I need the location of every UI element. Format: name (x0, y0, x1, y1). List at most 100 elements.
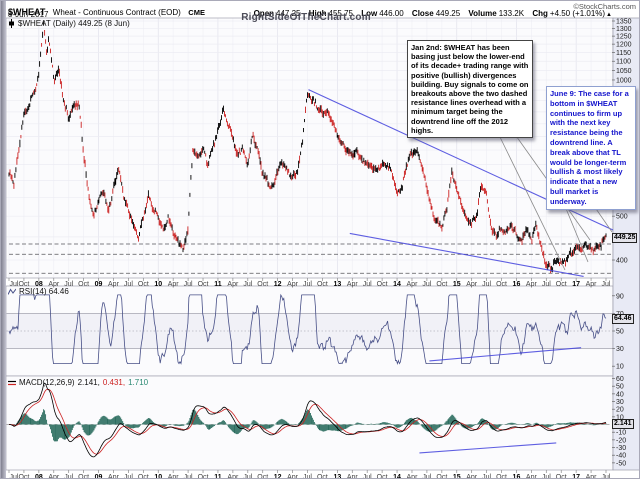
svg-text:Jul: Jul (363, 474, 372, 479)
svg-text:15: 15 (453, 281, 461, 288)
svg-text:14: 14 (393, 281, 401, 288)
open-value: 447.25 (276, 9, 301, 18)
svg-text:Oct: Oct (556, 474, 567, 479)
svg-text:Apr: Apr (586, 474, 598, 479)
svg-text:20: 20 (616, 407, 624, 414)
svg-text:Apr: Apr (287, 474, 299, 479)
svg-text:15: 15 (453, 474, 461, 479)
svg-text:Jul: Jul (482, 281, 491, 288)
svg-text:1100: 1100 (616, 59, 631, 66)
macd-signal-line (9, 389, 607, 455)
svg-text:Oct: Oct (377, 474, 388, 479)
svg-text:Jul: Jul (64, 281, 73, 288)
quote-date: 8-Jun-2017 (8, 10, 49, 19)
macd-legend: MACD(12,26,9) 2.141, 0.431, 1.710 (8, 378, 148, 387)
exchange: CME (188, 8, 205, 17)
svg-text:-50: -50 (616, 460, 626, 467)
macd-tag: 2.141 (612, 418, 634, 429)
chg-label: Chg (532, 9, 548, 18)
svg-text:Jul: Jul (542, 474, 551, 479)
svg-text:Jul: Jul (64, 474, 73, 479)
svg-text:Apr: Apr (227, 281, 239, 288)
svg-text:Oct: Oct (18, 474, 29, 479)
svg-text:Oct: Oct (138, 281, 149, 288)
svg-text:Oct: Oct (198, 474, 209, 479)
macd-lines-icon (8, 380, 16, 385)
svg-text:Jul: Jul (363, 281, 372, 288)
svg-text:13: 13 (333, 474, 341, 479)
svg-text:Apr: Apr (347, 281, 359, 288)
high-label: High (308, 9, 327, 18)
svg-text:Apr: Apr (168, 281, 180, 288)
svg-text:30: 30 (616, 346, 624, 353)
svg-text:Oct: Oct (198, 281, 209, 288)
svg-text:500: 500 (616, 214, 628, 221)
svg-text:Jul: Jul (422, 281, 431, 288)
up-arrow-icon: ▲ (606, 12, 612, 18)
svg-text:Apr: Apr (108, 474, 120, 479)
macd-series (9, 382, 607, 458)
svg-text:Oct: Oct (257, 281, 268, 288)
svg-text:Jul: Jul (602, 474, 611, 479)
svg-text:Apr: Apr (168, 474, 180, 479)
svg-text:09: 09 (95, 474, 103, 479)
svg-text:90: 90 (616, 293, 624, 300)
low-label: Low (361, 9, 378, 18)
svg-text:17: 17 (572, 474, 580, 479)
svg-text:Jul: Jul (10, 281, 19, 288)
volume-value: 133.2K (498, 9, 525, 18)
candlestick-icon (9, 19, 14, 28)
svg-text:Apr: Apr (48, 474, 60, 479)
svg-text:Jul: Jul (303, 281, 312, 288)
svg-text:1350: 1350 (616, 19, 632, 26)
macd-value: 2.141, (77, 378, 100, 387)
svg-text:1050: 1050 (616, 68, 632, 75)
svg-text:Apr: Apr (526, 281, 538, 288)
volume-label: Volume (468, 9, 497, 18)
svg-text:Apr: Apr (227, 474, 239, 479)
price-legend-label: $WHEAT (Daily) 449.25 (8 Jun) (18, 19, 130, 28)
svg-text:Jul: Jul (542, 281, 551, 288)
copyright: ©StockCharts.com (573, 2, 636, 11)
callout-pointer-line (497, 132, 566, 271)
svg-text:50: 50 (616, 384, 624, 391)
svg-text:08: 08 (35, 474, 43, 479)
svg-text:13: 13 (333, 281, 341, 288)
svg-text:-20: -20 (616, 437, 626, 444)
svg-text:Oct: Oct (78, 281, 89, 288)
chg-value: +4.50 (+1.01%) (549, 9, 606, 18)
svg-text:12: 12 (274, 281, 282, 288)
symbol-description: Wheat - Continuous Contract (EOD) (52, 8, 181, 17)
svg-text:Oct: Oct (18, 281, 29, 288)
svg-text:30: 30 (616, 399, 624, 406)
svg-text:Oct: Oct (78, 474, 89, 479)
svg-text:Apr: Apr (466, 281, 478, 288)
svg-text:Apr: Apr (48, 281, 60, 288)
svg-text:Jul: Jul (422, 474, 431, 479)
svg-text:Jul: Jul (482, 474, 491, 479)
svg-text:Jul: Jul (10, 474, 19, 479)
price-legend: $WHEAT (Daily) 449.25 (8 Jun) (8, 19, 130, 28)
svg-text:Jul: Jul (243, 474, 252, 479)
rsi-divergence-line (429, 347, 582, 362)
left-border (1, 1, 6, 478)
annotation-jun9: June 9: The case for a bottom in $WHEAT … (546, 86, 636, 210)
svg-text:Jul: Jul (184, 281, 193, 288)
svg-text:400: 400 (616, 258, 628, 265)
svg-text:Oct: Oct (556, 281, 567, 288)
svg-text:1000: 1000 (616, 77, 632, 84)
svg-text:16: 16 (513, 474, 521, 479)
macd-line (9, 382, 607, 458)
macd-signal-value: 0.431, (102, 378, 126, 387)
svg-text:10: 10 (154, 474, 162, 479)
svg-text:Oct: Oct (377, 281, 388, 288)
rsi-line (8, 293, 607, 365)
svg-text:Jul: Jul (243, 281, 252, 288)
macd-legend-name: MACD(12,26,9) (19, 378, 75, 387)
close-label: Close (411, 9, 434, 18)
low-value: 446.00 (379, 9, 404, 18)
rsi-line-icon (8, 288, 16, 295)
price-tag: 449.25 (612, 232, 638, 243)
svg-text:1150: 1150 (616, 50, 631, 57)
